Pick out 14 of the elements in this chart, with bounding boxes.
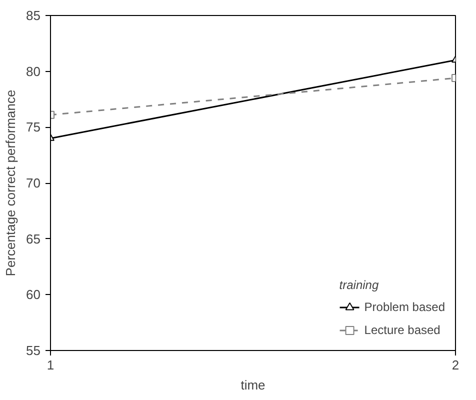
legend-title: training [339, 278, 380, 292]
y-tick-label: 70 [26, 176, 41, 190]
y-tick-label: 60 [26, 287, 41, 302]
y-tick-label: 85 [26, 8, 41, 23]
x-tick-label: 1 [46, 358, 54, 372]
legend-label: Problem based [364, 300, 445, 314]
y-axis-title: Percentage correct performance [3, 90, 18, 276]
y-tick-label: 65 [26, 231, 41, 246]
y-tick-label: 80 [26, 64, 41, 79]
x-tick-label: 2 [452, 358, 460, 372]
x-axis-title: time [240, 378, 266, 392]
y-tick-label: 75 [26, 120, 41, 135]
y-tick-label: 55 [26, 343, 41, 358]
legend-label: Lecture based [364, 323, 440, 337]
